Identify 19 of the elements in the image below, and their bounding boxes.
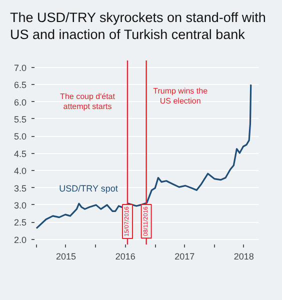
y-tick-label: 2.0 — [14, 234, 27, 245]
x-tick-label: 2015 — [56, 252, 76, 262]
x-tick-label: 2016 — [115, 252, 136, 262]
y-tick-label: 5.5 — [14, 114, 27, 124]
y-tick-label: 6.0 — [14, 97, 27, 108]
y-tick-label: 3.0 — [14, 200, 27, 210]
y-tick-label: 2.5 — [14, 218, 27, 228]
y-tick-label: 4.0 — [14, 166, 27, 176]
x-tick-label: 2018 — [234, 252, 254, 262]
annotation: Trump wins the US election — [153, 86, 208, 106]
annotation: The coup d'état attempt starts — [60, 92, 116, 111]
y-tick-label: 5.0 — [14, 132, 27, 142]
x-tick-label: 2017 — [174, 252, 195, 262]
y-tick-label: 4.5 — [14, 148, 27, 159]
y-tick-label: 6.5 — [14, 80, 27, 90]
y-tick-label: 7.0 — [14, 62, 27, 73]
chart-title: The USD/TRY skyrockets on stand-off with US and inaction of Turkish central bank — [9, 9, 267, 44]
y-tick-label: 3.5 — [14, 183, 27, 194]
series-label: USD/TRY spot — [59, 183, 118, 194]
